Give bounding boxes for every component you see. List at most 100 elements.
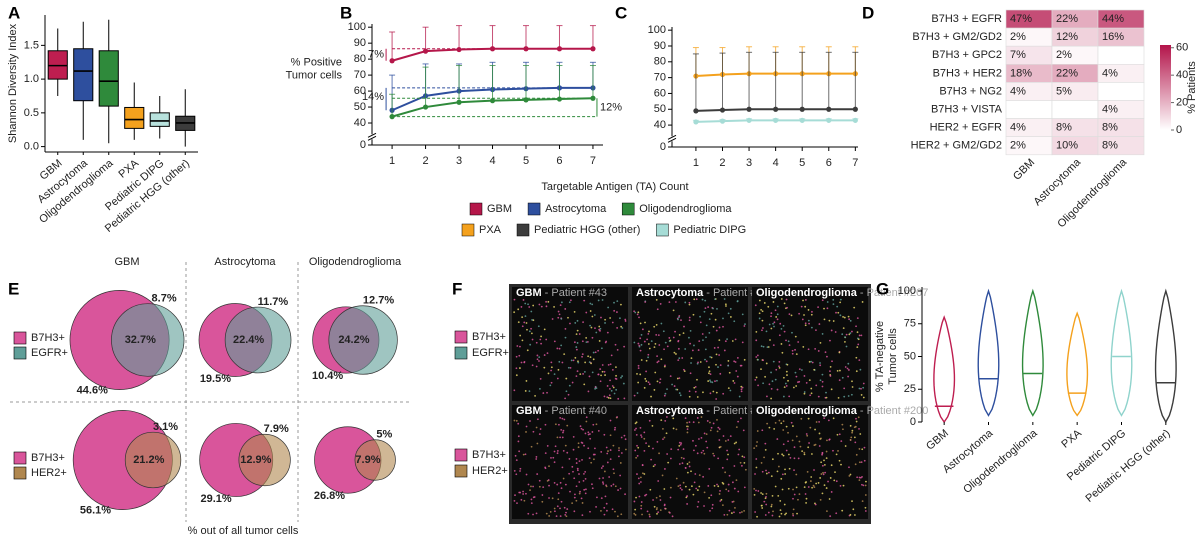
cell-dot — [554, 423, 557, 426]
cell-dot — [788, 313, 791, 316]
row-label: B7H3 + EGFR — [931, 13, 1002, 25]
cell-dot — [597, 349, 600, 352]
cell-dot — [791, 331, 793, 334]
cell-dot — [849, 439, 852, 441]
cell-dot — [536, 358, 539, 361]
legend-label: B7H3+ — [31, 332, 65, 344]
cell-dot — [776, 438, 779, 440]
cell-dot — [698, 485, 701, 488]
cell-dot — [703, 505, 705, 507]
cell-dot — [818, 445, 821, 447]
cell-dot — [796, 512, 798, 515]
cell-dot — [593, 447, 596, 450]
cell-dot — [838, 351, 841, 354]
cell-dot — [600, 509, 602, 512]
cell-dot — [754, 473, 756, 475]
cell-dot — [718, 428, 721, 430]
cell-dot — [832, 417, 835, 420]
cell-dot — [757, 384, 759, 387]
cell-dot — [784, 473, 787, 475]
cell-dot — [800, 305, 803, 308]
cell-dot — [545, 305, 548, 308]
cell-dot — [538, 479, 541, 482]
cell-dot — [615, 388, 618, 391]
cell-dot — [600, 497, 603, 500]
cell-dot — [539, 428, 542, 430]
cell-dot — [639, 426, 642, 429]
cell-dot — [813, 368, 816, 371]
cell-dot — [571, 502, 574, 505]
point — [799, 106, 805, 112]
cell-dot — [794, 335, 797, 338]
cell-dot — [585, 416, 588, 419]
cell-dot — [678, 463, 681, 465]
cell-dot — [838, 379, 841, 382]
cell-dot — [686, 471, 689, 474]
cell-dot — [613, 392, 616, 395]
y-tick-label: 0 — [360, 139, 366, 151]
violin — [977, 288, 1000, 417]
cell-dot — [761, 507, 764, 509]
x-tick-label: 7 — [590, 155, 596, 167]
y-tick-label: 1.0 — [24, 73, 39, 85]
box — [124, 106, 145, 129]
cell-dot — [598, 325, 601, 328]
x-tick-label: 6 — [556, 155, 562, 167]
cell-dot — [519, 467, 522, 470]
cell-dot — [783, 330, 786, 333]
cell-dot — [559, 507, 561, 510]
cell-dot — [657, 480, 660, 482]
box — [149, 112, 170, 127]
tumor-name: Astrocytoma — [636, 405, 704, 417]
cell-dot — [653, 325, 656, 328]
cell-dot — [835, 453, 838, 456]
cell-dot — [779, 509, 782, 512]
cell-dot — [861, 483, 863, 486]
cell-dot — [711, 507, 714, 510]
cell-dot — [639, 476, 642, 479]
cell-dot — [553, 481, 556, 484]
cell-dot — [733, 360, 736, 363]
cell-dot — [709, 373, 712, 376]
cell-dot — [755, 339, 758, 342]
cell-dot — [835, 480, 838, 483]
cell-dot — [712, 452, 715, 455]
cell-dot — [551, 497, 554, 500]
cell-dot — [696, 505, 699, 508]
cell-dot — [603, 395, 606, 398]
cell-dot — [695, 298, 698, 301]
cell-dot — [673, 351, 676, 354]
cell-dot — [550, 369, 553, 372]
cell-dot — [864, 506, 867, 509]
cell-dot — [719, 500, 722, 502]
cell-dot — [578, 481, 581, 483]
cell-dot — [743, 510, 746, 512]
point — [773, 106, 779, 112]
cell-dot — [755, 466, 758, 469]
cell-dot — [758, 312, 761, 315]
cell-label: 12% — [1056, 31, 1078, 43]
cell-dot — [645, 370, 647, 373]
cell-dot — [568, 472, 571, 475]
x-tick-label: 1 — [693, 157, 699, 169]
legend-swatch — [621, 202, 635, 216]
cell-dot — [660, 419, 663, 422]
cell-dot — [718, 493, 721, 495]
cell-dot — [644, 377, 647, 380]
cell-dot — [782, 443, 785, 446]
cell-dot — [616, 416, 618, 418]
legend-swatch — [454, 346, 468, 360]
cell-dot — [792, 514, 795, 517]
cell-dot — [731, 481, 734, 484]
cell-dot — [812, 484, 815, 487]
cell-dot — [858, 461, 861, 464]
x-tick-label: Oligodendroglioma — [961, 427, 1040, 496]
cell-dot — [519, 345, 521, 348]
cell-dot — [784, 382, 787, 385]
cell-dot — [633, 512, 636, 515]
cell-dot — [689, 372, 692, 375]
cell-dot — [624, 320, 627, 322]
x-axis-label: Targetable Antigen (TA) Count — [541, 181, 688, 193]
cell-dot — [636, 373, 638, 375]
